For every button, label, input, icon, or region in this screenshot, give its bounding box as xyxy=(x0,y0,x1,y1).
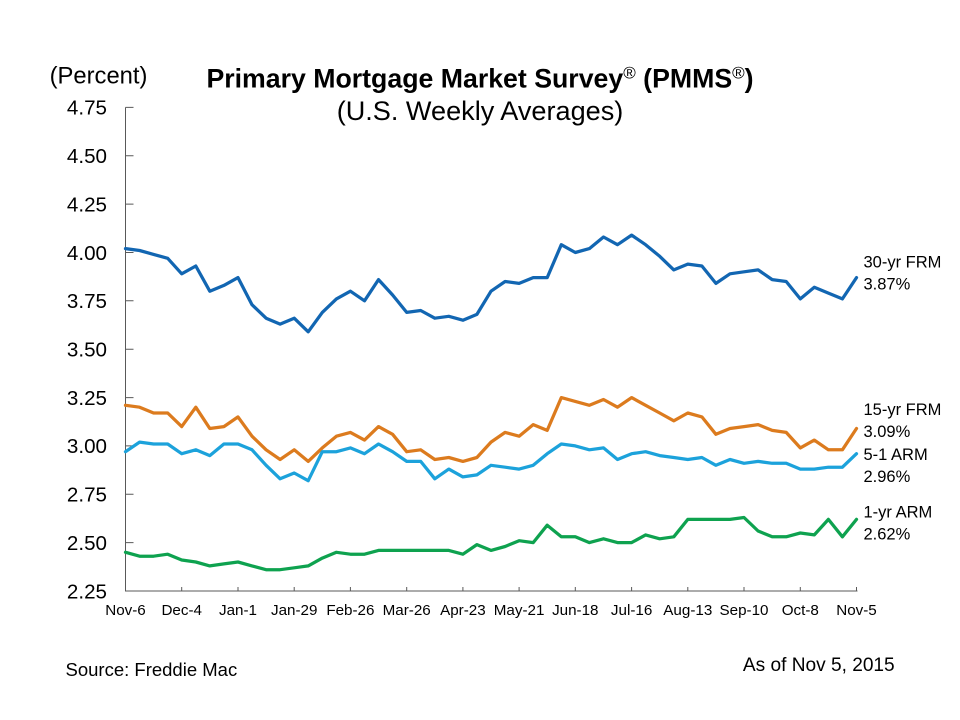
svg-text:Jan-1: Jan-1 xyxy=(219,602,257,619)
svg-text:Mar-26: Mar-26 xyxy=(383,602,431,619)
svg-text:Oct-8: Oct-8 xyxy=(782,602,819,619)
svg-text:Jun-18: Jun-18 xyxy=(552,602,598,619)
svg-text:15-yr FRM: 15-yr FRM xyxy=(864,401,942,419)
svg-text:Primary Mortgage Market Survey: Primary Mortgage Market Survey® (PMMS®) xyxy=(206,64,753,94)
svg-text:3.50: 3.50 xyxy=(67,339,107,362)
svg-text:May-21: May-21 xyxy=(494,602,545,619)
svg-text:Nov-6: Nov-6 xyxy=(105,602,146,619)
svg-text:5-1 ARM: 5-1 ARM xyxy=(864,446,928,464)
svg-text:Nov-5: Nov-5 xyxy=(836,602,877,619)
svg-text:Source: Freddie Mac: Source: Freddie Mac xyxy=(66,659,238,680)
svg-text:4.00: 4.00 xyxy=(67,242,107,265)
svg-text:Dec-4: Dec-4 xyxy=(161,602,202,619)
svg-text:Sep-10: Sep-10 xyxy=(720,602,769,619)
svg-text:3.00: 3.00 xyxy=(67,435,107,458)
svg-text:4.75: 4.75 xyxy=(67,97,107,120)
svg-text:2.25: 2.25 xyxy=(67,580,107,603)
svg-text:3.75: 3.75 xyxy=(67,290,107,313)
svg-text:2.62%: 2.62% xyxy=(864,525,911,543)
svg-text:Jan-29: Jan-29 xyxy=(271,602,317,619)
svg-text:3.87%: 3.87% xyxy=(864,275,911,293)
svg-text:3.09%: 3.09% xyxy=(864,423,911,441)
svg-text:(U.S. Weekly Averages): (U.S. Weekly Averages) xyxy=(337,95,624,126)
svg-text:As of Nov 5, 2015: As of Nov 5, 2015 xyxy=(743,655,895,676)
svg-text:Aug-13: Aug-13 xyxy=(663,602,712,619)
svg-text:4.25: 4.25 xyxy=(67,193,107,216)
svg-text:3.25: 3.25 xyxy=(67,387,107,410)
svg-text:30-yr FRM: 30-yr FRM xyxy=(864,254,942,272)
svg-text:2.96%: 2.96% xyxy=(864,468,911,486)
svg-text:2.50: 2.50 xyxy=(67,532,107,555)
svg-text:Jul-16: Jul-16 xyxy=(611,602,652,619)
svg-text:Feb-26: Feb-26 xyxy=(326,602,374,619)
svg-text:(Percent): (Percent) xyxy=(50,62,148,89)
svg-text:1-yr ARM: 1-yr ARM xyxy=(864,504,933,522)
svg-text:2.75: 2.75 xyxy=(67,484,107,507)
svg-text:4.50: 4.50 xyxy=(67,145,107,168)
svg-text:Apr-23: Apr-23 xyxy=(440,602,486,619)
